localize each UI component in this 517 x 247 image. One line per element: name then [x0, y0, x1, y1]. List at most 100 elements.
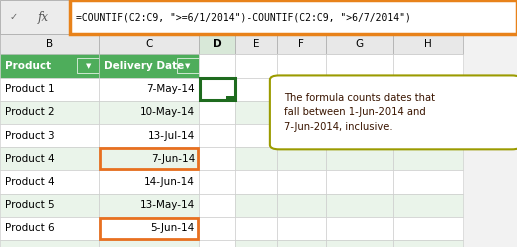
- Text: The formula counts dates that
fall between 1-Jun-2014 and
7-Jun-2014, inclusive.: The formula counts dates that fall betwe…: [284, 93, 435, 132]
- Text: Product 4: Product 4: [5, 177, 55, 187]
- Text: Product 5: Product 5: [5, 200, 55, 210]
- FancyBboxPatch shape: [99, 170, 199, 194]
- FancyBboxPatch shape: [277, 194, 326, 217]
- FancyBboxPatch shape: [199, 217, 235, 240]
- Text: ▼: ▼: [185, 63, 191, 69]
- FancyBboxPatch shape: [393, 147, 463, 170]
- FancyBboxPatch shape: [99, 54, 199, 78]
- Text: Product 1: Product 1: [5, 84, 55, 94]
- Text: 7-May-14: 7-May-14: [146, 84, 195, 94]
- FancyBboxPatch shape: [326, 170, 393, 194]
- FancyBboxPatch shape: [200, 78, 235, 100]
- FancyBboxPatch shape: [326, 34, 393, 54]
- FancyBboxPatch shape: [277, 147, 326, 170]
- FancyBboxPatch shape: [326, 217, 393, 240]
- FancyBboxPatch shape: [277, 101, 326, 124]
- FancyBboxPatch shape: [235, 124, 277, 147]
- FancyBboxPatch shape: [0, 54, 99, 78]
- Text: ✓: ✓: [9, 12, 18, 22]
- FancyBboxPatch shape: [99, 34, 199, 54]
- FancyBboxPatch shape: [99, 124, 199, 147]
- FancyBboxPatch shape: [277, 78, 326, 101]
- Text: F: F: [298, 39, 304, 49]
- FancyBboxPatch shape: [0, 34, 99, 54]
- Text: 7-Jun-14: 7-Jun-14: [150, 154, 195, 164]
- Text: 13-May-14: 13-May-14: [140, 200, 195, 210]
- FancyBboxPatch shape: [99, 78, 199, 101]
- FancyBboxPatch shape: [70, 0, 517, 34]
- FancyBboxPatch shape: [235, 194, 277, 217]
- FancyBboxPatch shape: [0, 194, 99, 217]
- FancyBboxPatch shape: [235, 170, 277, 194]
- FancyBboxPatch shape: [393, 54, 463, 78]
- FancyBboxPatch shape: [235, 101, 277, 124]
- FancyBboxPatch shape: [326, 101, 393, 124]
- FancyBboxPatch shape: [99, 240, 199, 247]
- Text: Product 6: Product 6: [5, 224, 55, 233]
- FancyBboxPatch shape: [199, 101, 235, 124]
- FancyBboxPatch shape: [99, 101, 199, 124]
- Text: 2: 2: [224, 84, 231, 94]
- FancyBboxPatch shape: [393, 34, 463, 54]
- Text: E: E: [253, 39, 259, 49]
- FancyBboxPatch shape: [235, 240, 277, 247]
- Text: D: D: [213, 39, 221, 49]
- FancyBboxPatch shape: [99, 194, 199, 217]
- Text: H: H: [424, 39, 432, 49]
- FancyBboxPatch shape: [199, 240, 235, 247]
- FancyBboxPatch shape: [0, 78, 99, 101]
- FancyBboxPatch shape: [326, 54, 393, 78]
- FancyBboxPatch shape: [277, 54, 326, 78]
- FancyBboxPatch shape: [177, 58, 199, 74]
- Text: G: G: [355, 39, 363, 49]
- FancyBboxPatch shape: [270, 75, 517, 149]
- Text: Product 3: Product 3: [5, 131, 55, 141]
- FancyBboxPatch shape: [0, 101, 99, 124]
- FancyBboxPatch shape: [0, 124, 99, 147]
- FancyBboxPatch shape: [393, 124, 463, 147]
- FancyBboxPatch shape: [199, 124, 235, 147]
- Text: Product 4: Product 4: [5, 154, 55, 164]
- FancyBboxPatch shape: [199, 78, 235, 101]
- FancyBboxPatch shape: [77, 58, 99, 74]
- FancyBboxPatch shape: [393, 240, 463, 247]
- Text: ▼: ▼: [85, 63, 91, 69]
- FancyBboxPatch shape: [99, 217, 199, 240]
- FancyBboxPatch shape: [393, 101, 463, 124]
- FancyBboxPatch shape: [235, 34, 277, 54]
- Text: Product: Product: [5, 61, 51, 71]
- FancyBboxPatch shape: [277, 34, 326, 54]
- Text: 5-Jun-14: 5-Jun-14: [150, 224, 195, 233]
- FancyBboxPatch shape: [199, 170, 235, 194]
- Text: 14-Jun-14: 14-Jun-14: [144, 177, 195, 187]
- FancyBboxPatch shape: [393, 170, 463, 194]
- FancyBboxPatch shape: [235, 54, 277, 78]
- FancyBboxPatch shape: [0, 170, 99, 194]
- Text: C: C: [145, 39, 153, 49]
- FancyBboxPatch shape: [326, 78, 393, 101]
- FancyBboxPatch shape: [199, 54, 235, 78]
- FancyBboxPatch shape: [0, 240, 99, 247]
- FancyBboxPatch shape: [235, 217, 277, 240]
- Text: 13-Jul-14: 13-Jul-14: [148, 131, 195, 141]
- FancyBboxPatch shape: [326, 240, 393, 247]
- FancyBboxPatch shape: [393, 78, 463, 101]
- Text: fx: fx: [37, 11, 48, 23]
- FancyBboxPatch shape: [326, 147, 393, 170]
- FancyBboxPatch shape: [277, 217, 326, 240]
- Text: 10-May-14: 10-May-14: [140, 107, 195, 117]
- Text: B: B: [46, 39, 53, 49]
- FancyBboxPatch shape: [199, 147, 235, 170]
- FancyBboxPatch shape: [0, 147, 99, 170]
- FancyBboxPatch shape: [393, 194, 463, 217]
- Text: Delivery Date: Delivery Date: [104, 61, 185, 71]
- FancyBboxPatch shape: [277, 240, 326, 247]
- FancyBboxPatch shape: [226, 96, 235, 100]
- FancyBboxPatch shape: [199, 34, 235, 54]
- FancyBboxPatch shape: [235, 147, 277, 170]
- FancyBboxPatch shape: [99, 147, 199, 170]
- FancyBboxPatch shape: [326, 194, 393, 217]
- Text: Product 2: Product 2: [5, 107, 55, 117]
- Text: =COUNTIF(C2:C9, ">=6/1/2014")-COUNTIF(C2:C9, ">6/7/2014"): =COUNTIF(C2:C9, ">=6/1/2014")-COUNTIF(C2…: [76, 12, 411, 22]
- FancyBboxPatch shape: [0, 217, 99, 240]
